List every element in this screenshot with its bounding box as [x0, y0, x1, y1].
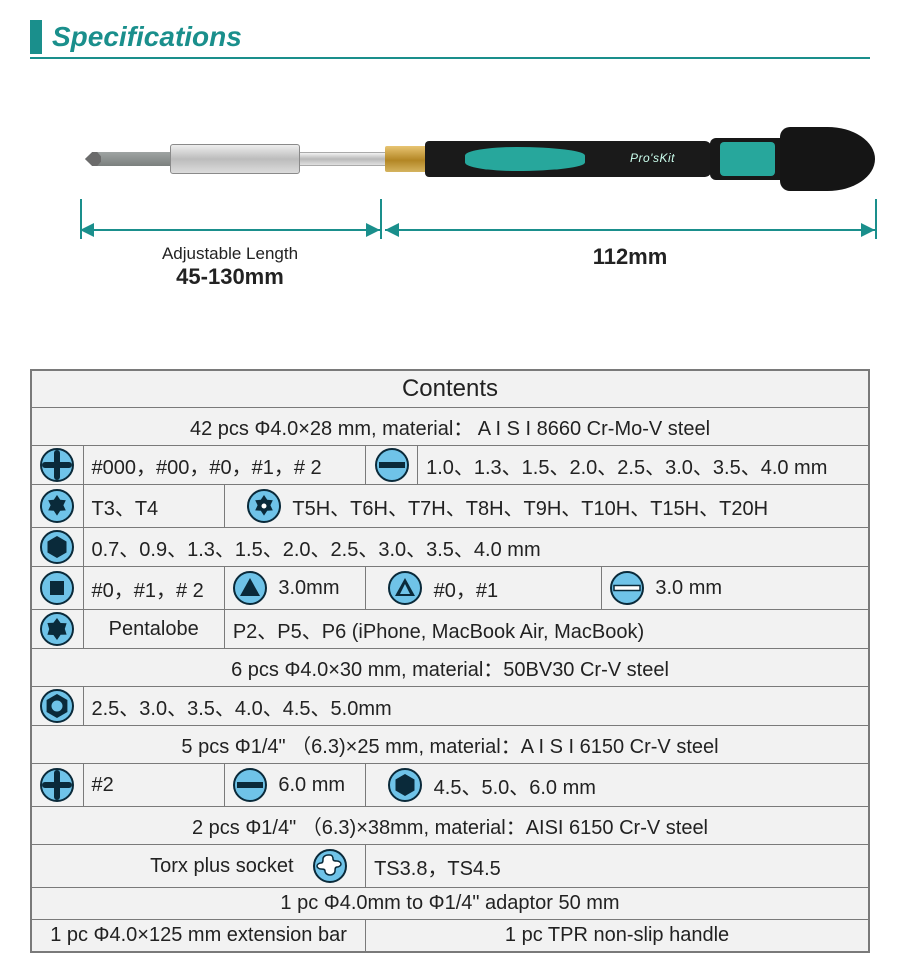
torxplus-icon	[313, 849, 347, 883]
row-2pcs: 2 pcs Φ1/4" （6.3)×38mm, material：AISI 61…	[31, 807, 869, 845]
triangle-a: 3.0mm	[224, 567, 365, 610]
nut-icon	[31, 687, 83, 726]
slotted-c-icon	[233, 768, 267, 802]
triangle-icon	[233, 571, 267, 605]
dimension-label-2: 112mm	[385, 244, 875, 270]
row-adaptor: 1 pc Φ4.0mm to Φ1/4" adaptor 50 mm	[31, 888, 869, 920]
torx-icon	[31, 485, 83, 528]
torxplus-label: Torx plus socket	[31, 845, 366, 888]
triangle-b: #0，#1	[366, 567, 602, 610]
torxplus-values: TS3.8，TS4.5	[366, 845, 869, 888]
slotted-values: 1.0、1.3、1.5、2.0、2.5、3.0、3.5、4.0 mm	[418, 446, 869, 485]
row-handle: 1 pc TPR non-slip handle	[366, 920, 869, 953]
pentalobe-icon	[31, 610, 83, 649]
header-title: Specifications	[52, 21, 242, 53]
phillips-b-icon	[31, 764, 83, 807]
contents-table: Contents 42 pcs Φ4.0×28 mm, material： A …	[30, 369, 870, 953]
hex-values: 0.7、0.9、1.3、1.5、2.0、2.5、3.0、3.5、4.0 mm	[83, 528, 869, 567]
pentalobe-label: Pentalobe	[83, 610, 224, 649]
screwdriver-illustration: Pro'sKit	[80, 119, 880, 199]
torx-values-a: T3、T4	[83, 485, 224, 528]
triangle-recess-icon	[388, 571, 422, 605]
dimension-diagram: Pro'sKit Adjustable Length 45-130mm 112m…	[30, 119, 870, 309]
brand-label: Pro'sKit	[630, 151, 675, 165]
phillips-b-values: #2	[83, 764, 224, 807]
hex-b-icon	[388, 768, 422, 802]
header-accent-bar	[30, 20, 42, 54]
square-icon	[31, 567, 83, 610]
slotted-c: 6.0 mm	[224, 764, 365, 807]
section-header: Specifications	[30, 20, 870, 59]
dimension-label-1: Adjustable Length 45-130mm	[80, 244, 380, 290]
row-6pcs: 6 pcs Φ4.0×30 mm, material：50BV30 Cr-V s…	[31, 649, 869, 687]
hex-b: 4.5、5.0、6.0 mm	[366, 764, 869, 807]
nut-values: 2.5、3.0、3.5、4.0、4.5、5.0mm	[83, 687, 869, 726]
row-extension: 1 pc Φ4.0×125 mm extension bar	[31, 920, 366, 953]
phillips-icon	[31, 446, 83, 485]
table-title: Contents	[31, 370, 869, 408]
torx-values-b: T5H、T6H、T7H、T8H、T9H、T10H、T15H、T20H	[224, 485, 869, 528]
row-5pcs: 5 pcs Φ1/4" （6.3)×25 mm, material：A I S …	[31, 726, 869, 764]
dimension-line-2	[385, 229, 875, 231]
torx-security-icon	[247, 489, 281, 523]
slot-recess: 3.0 mm	[601, 567, 869, 610]
slotted-icon	[366, 446, 418, 485]
dimension-line-1	[80, 229, 380, 231]
row-42pcs: 42 pcs Φ4.0×28 mm, material： A I S I 866…	[31, 408, 869, 446]
hex-icon	[31, 528, 83, 567]
slot-recess-icon	[610, 571, 644, 605]
pentalobe-values: P2、P5、P6 (iPhone, MacBook Air, MacBook)	[224, 610, 869, 649]
phillips-values: #000，#00，#0，#1，# 2	[83, 446, 366, 485]
square-values: #0，#1，# 2	[83, 567, 224, 610]
